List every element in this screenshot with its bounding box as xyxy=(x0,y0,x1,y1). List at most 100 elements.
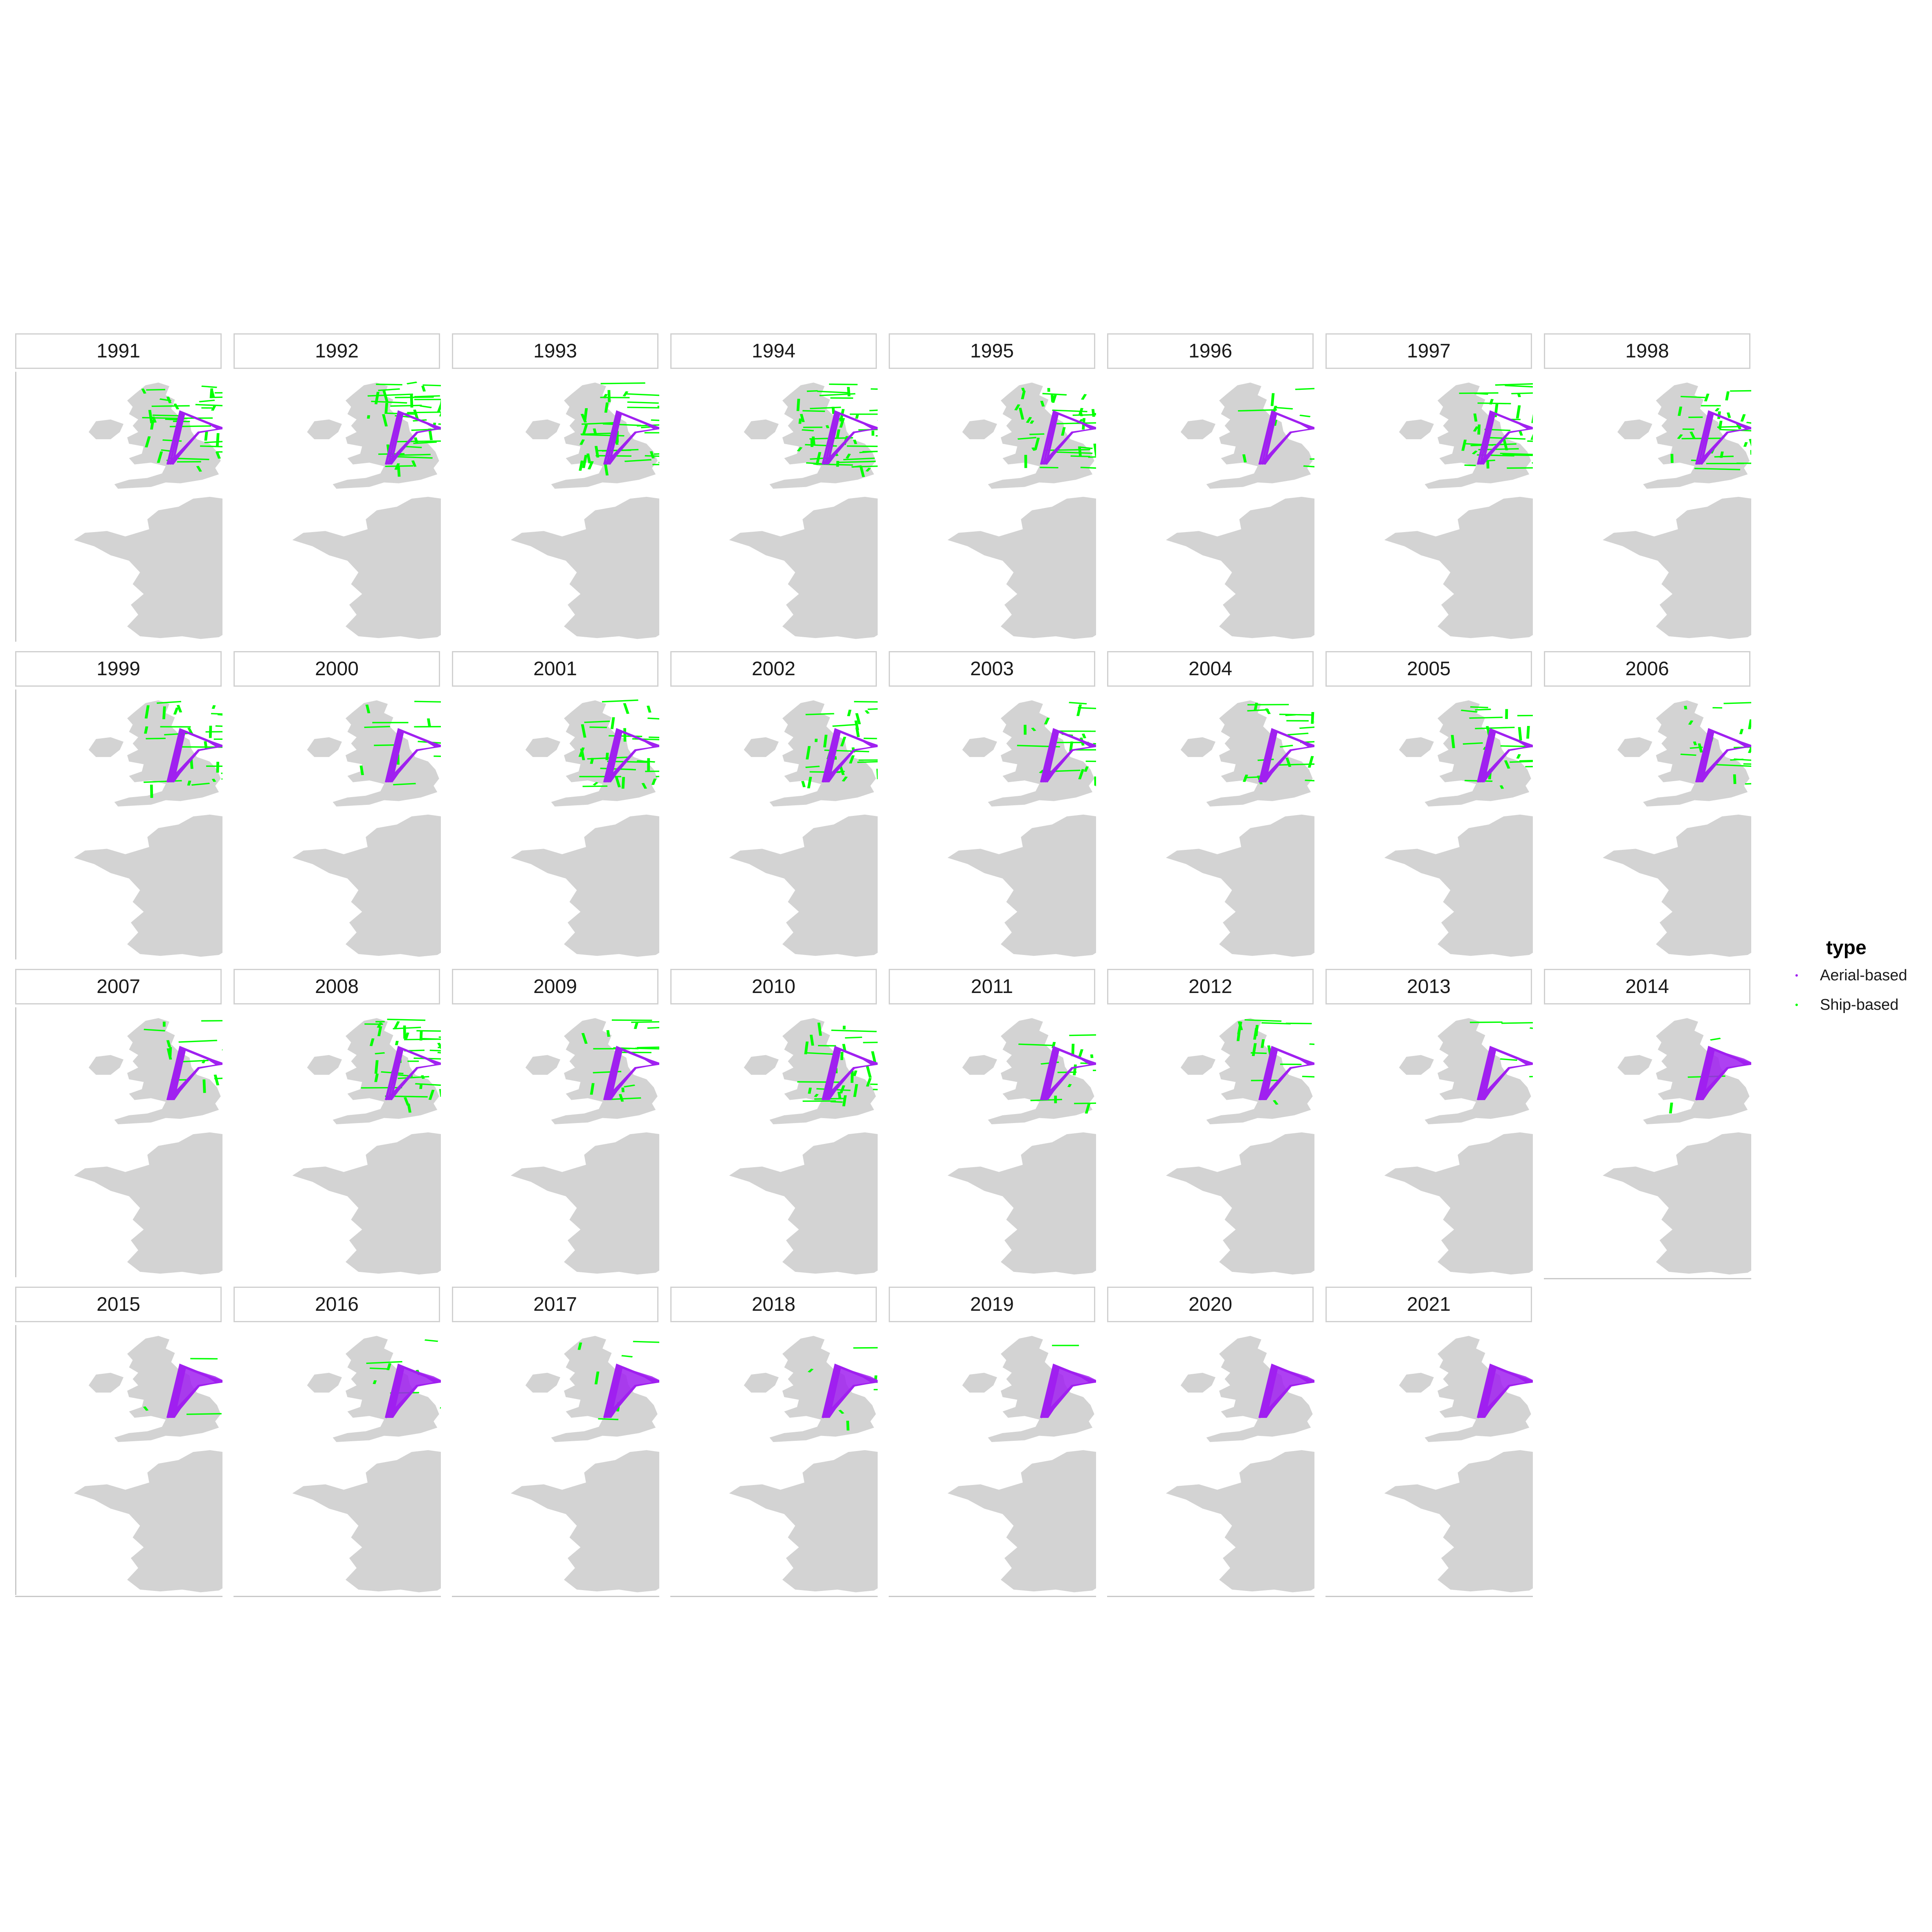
axis-line-bottom xyxy=(670,1596,878,1597)
facet-panel-2016: 2016 xyxy=(234,1287,441,1606)
ship-track xyxy=(593,782,599,786)
ship-track xyxy=(1681,438,1721,440)
ship-track xyxy=(577,1342,582,1350)
ship-track xyxy=(1500,745,1533,748)
ship-track xyxy=(1529,1027,1533,1029)
aerial-transect xyxy=(609,1049,656,1101)
facet-year-label: 1993 xyxy=(533,340,577,362)
facet-strip: 2013 xyxy=(1325,969,1532,1004)
ship-track xyxy=(374,391,380,404)
ship-track xyxy=(365,704,371,714)
great-britain-landmass xyxy=(551,1336,658,1442)
facet-strip: 2014 xyxy=(1544,969,1750,1004)
map-area xyxy=(1107,372,1314,642)
france-landmass xyxy=(1384,496,1533,639)
ship-track xyxy=(1475,708,1491,711)
map-svg xyxy=(1602,700,1751,957)
aerial-transect xyxy=(1481,412,1531,465)
ship-track xyxy=(390,404,422,407)
ship-track xyxy=(150,784,153,798)
facet-strip: 1991 xyxy=(15,333,222,369)
ship-track xyxy=(427,718,431,728)
ship-track xyxy=(627,407,659,409)
ship-track xyxy=(1093,443,1096,456)
ship-track xyxy=(1529,1076,1533,1078)
ship-track xyxy=(375,1052,385,1055)
facet-year-label: 2002 xyxy=(752,658,795,680)
ship-track xyxy=(1718,420,1723,429)
ship-track xyxy=(847,387,851,397)
ship-track xyxy=(1311,712,1314,724)
france-landmass xyxy=(729,814,878,957)
map-layers xyxy=(74,1336,222,1593)
ship-track xyxy=(437,404,441,412)
france-landmass xyxy=(1166,496,1314,639)
map-area xyxy=(452,690,659,959)
france-landmass xyxy=(729,1450,878,1593)
great-britain-landmass xyxy=(551,700,658,806)
map-layers xyxy=(729,1336,878,1593)
ship-track xyxy=(374,1060,379,1074)
ship-track xyxy=(658,462,659,463)
ship-track xyxy=(1475,726,1515,730)
great-britain-landmass xyxy=(1206,1018,1313,1124)
france-landmass xyxy=(74,814,222,957)
ship-track xyxy=(1052,451,1093,454)
ship-track xyxy=(1260,1039,1265,1048)
aerial-coverage xyxy=(1478,1366,1533,1419)
ship-track xyxy=(593,428,598,435)
ship-track xyxy=(1517,714,1533,717)
map-area xyxy=(15,1325,222,1595)
ship-track xyxy=(634,1022,639,1029)
aerial-transect xyxy=(1483,1049,1530,1101)
ship-track xyxy=(1723,702,1751,704)
ship-track xyxy=(397,467,401,477)
ireland-landmass xyxy=(1180,737,1216,757)
ship-track xyxy=(414,437,419,444)
ship-track xyxy=(1279,744,1294,748)
france-landmass xyxy=(1384,814,1533,957)
ship-track xyxy=(1470,443,1517,447)
ship-track xyxy=(632,738,659,741)
ship-track xyxy=(1242,774,1248,782)
map-area xyxy=(1325,1325,1533,1595)
great-britain-landmass xyxy=(769,382,876,489)
ship-track xyxy=(1743,442,1748,447)
map-svg xyxy=(729,700,878,957)
ship-track xyxy=(796,399,800,411)
ship-track xyxy=(1505,384,1533,388)
map-svg xyxy=(947,382,1096,639)
map-layers xyxy=(1602,1018,1751,1275)
ship-track xyxy=(649,451,655,458)
facet-panel-2021: 2021 xyxy=(1325,1287,1533,1606)
aerial-transect xyxy=(827,1049,874,1101)
ship-track xyxy=(144,705,150,719)
facet-panel-2005: 2005 xyxy=(1325,651,1533,970)
ship-track xyxy=(1509,761,1533,763)
axis-line-bottom xyxy=(1325,1596,1533,1597)
facet-panel-2007: 2007 xyxy=(15,969,222,1288)
facet-year-label: 2003 xyxy=(970,658,1014,680)
ireland-landmass xyxy=(962,1055,997,1075)
map-svg xyxy=(1166,1336,1314,1593)
ship-track xyxy=(404,1038,438,1040)
ship-track xyxy=(830,1101,843,1103)
ship-track xyxy=(359,765,364,775)
aerial-coverage xyxy=(1041,1366,1096,1419)
ship-track xyxy=(581,724,586,738)
facet-panel-2001: 2001 xyxy=(452,651,659,970)
ship-track xyxy=(1511,392,1533,395)
map-svg xyxy=(1384,1336,1533,1593)
ship-track xyxy=(178,1040,218,1043)
great-britain-landmass xyxy=(988,1018,1094,1124)
map-area xyxy=(889,372,1096,642)
facet-strip: 2000 xyxy=(234,651,440,687)
ship-track xyxy=(1516,405,1521,419)
ireland-landmass xyxy=(88,1373,124,1393)
ship-track xyxy=(840,737,847,747)
ship-track xyxy=(633,1341,659,1343)
axis-line-bottom xyxy=(1107,1596,1314,1597)
facet-panel-2019: 2019 xyxy=(889,1287,1096,1606)
great-britain-landmass xyxy=(1206,700,1313,806)
